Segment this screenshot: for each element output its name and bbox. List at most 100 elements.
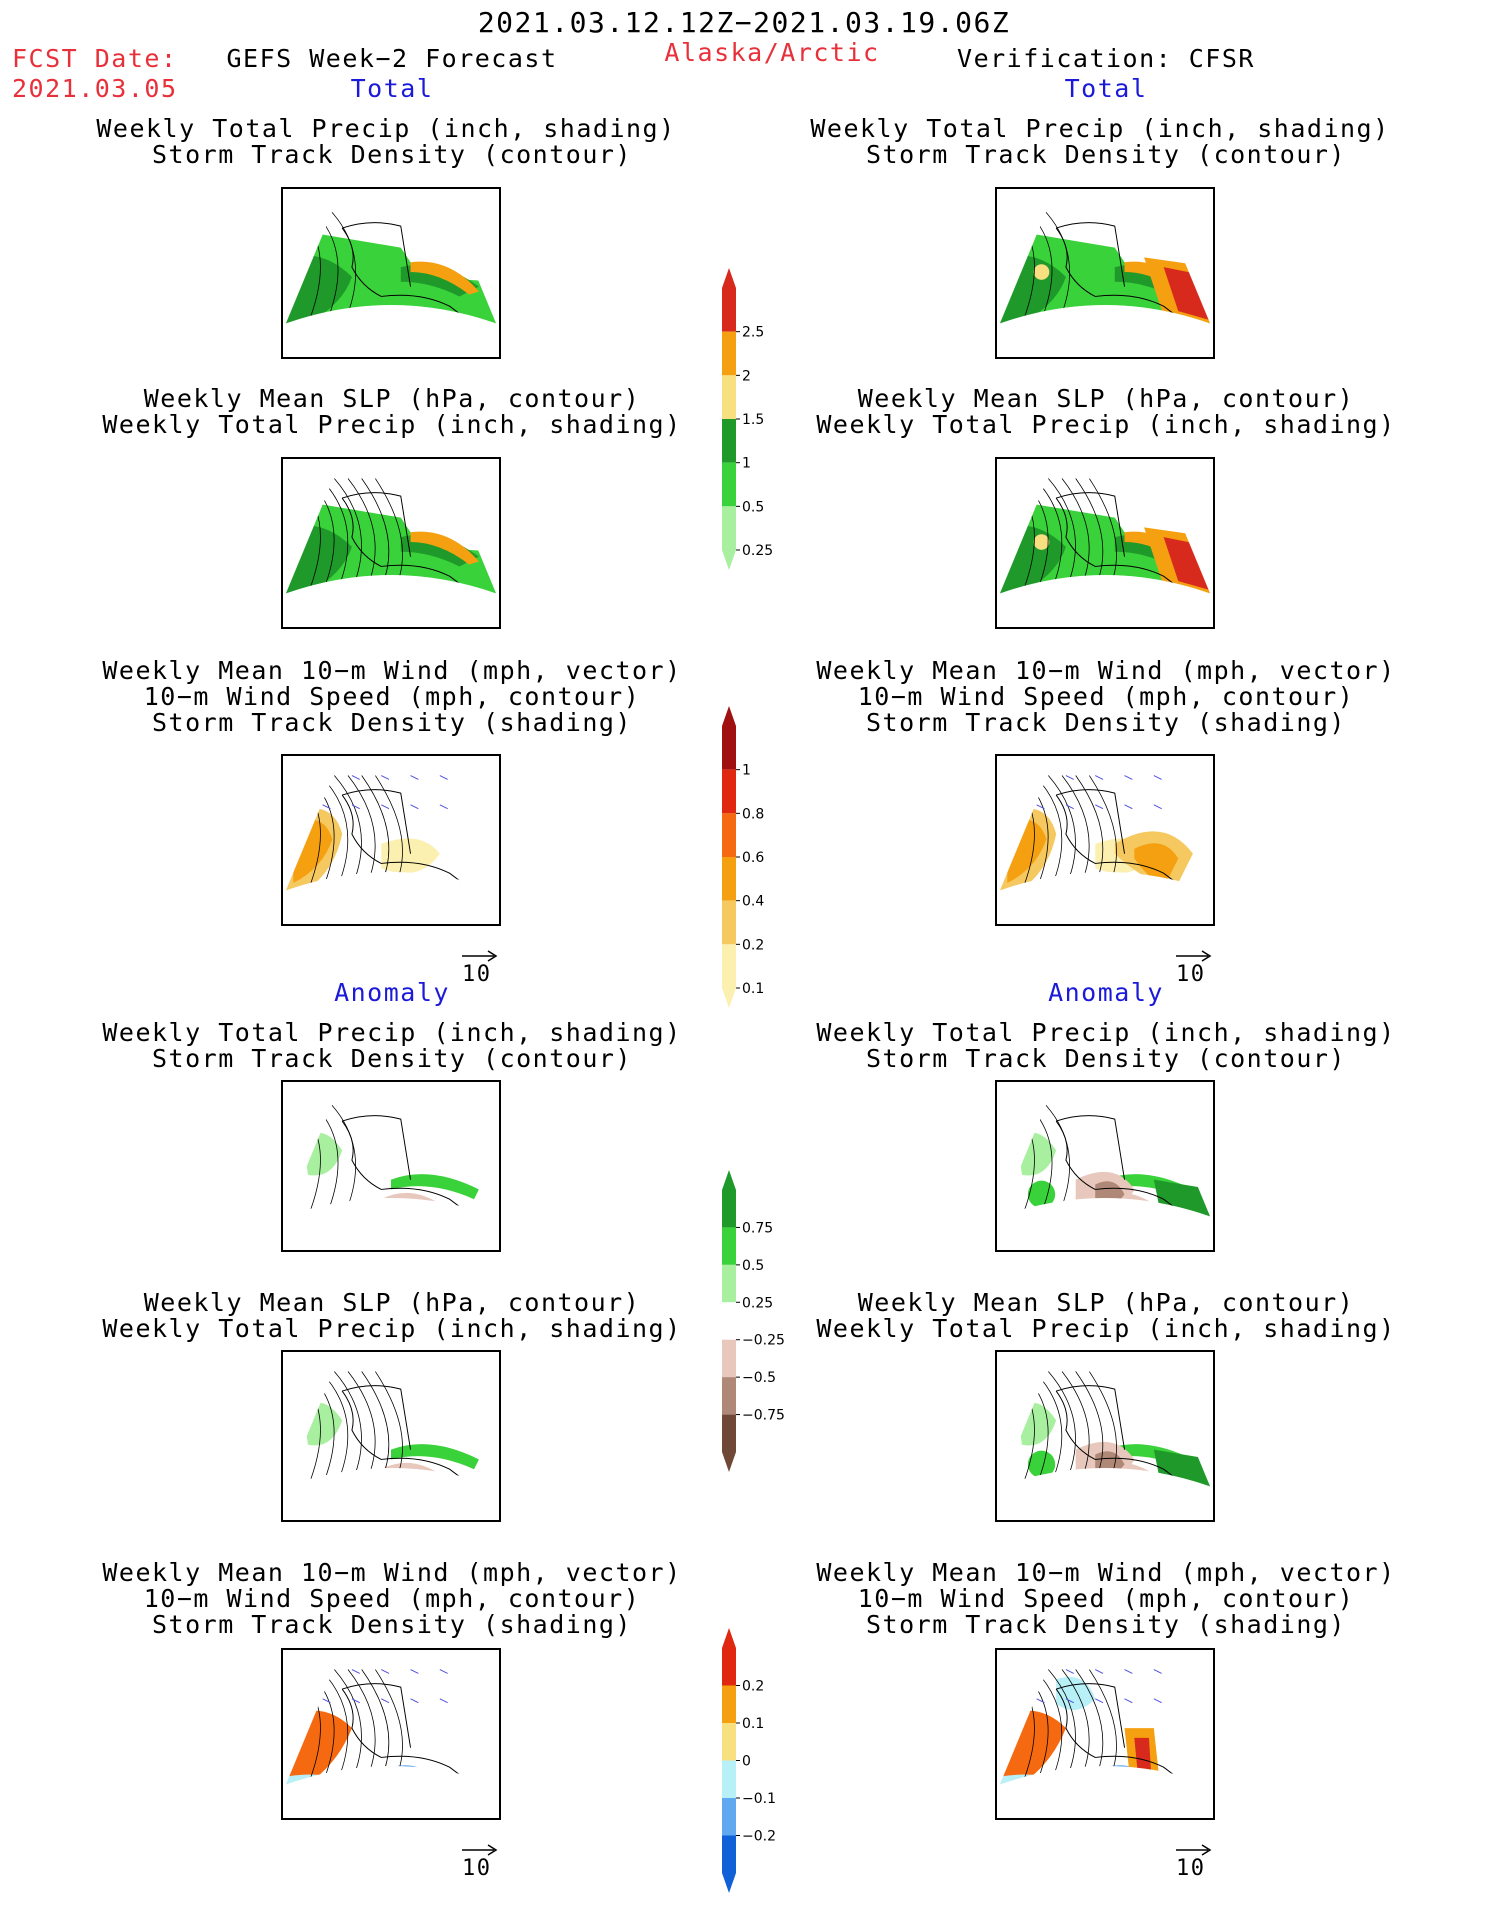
map-precip-track-fcst-total [281,187,501,359]
panel-title-line: Weekly Mean SLP (hPa, contour) [857,384,1355,413]
panel-title-line: Storm Track Density (contour) [866,1044,1346,1073]
region-title: Alaska/Arctic [664,38,880,67]
colorbar-swatch [722,462,736,507]
colorbar-tick-label: 0.25 [742,543,773,559]
colorbar-tick-label: 2 [742,368,751,384]
panel-title-line: Storm Track Density (contour) [866,140,1346,169]
panel-title-line: Weekly Mean 10−m Wind (mph, vector) [102,1558,682,1587]
colorbar-tick-label: 1.5 [742,412,764,428]
panel-title-line: Weekly Mean SLP (hPa, contour) [857,1288,1355,1317]
panel-title-line: Weekly Total Precip (inch, shading) [102,1018,682,1047]
vector-reference-arrow [460,1842,500,1861]
colorbar-precip-anomaly: 0.75 0.5 0.25 −0.25 −0.5 −0.75 [722,1170,802,1496]
panel-title-line: Weekly Total Precip (inch, shading) [102,410,682,439]
vector-reference-label: 10 [462,1856,492,1881]
panel-title-line: Weekly Mean 10−m Wind (mph, vector) [816,656,1396,685]
panel-title-line: Weekly Total Precip (inch, shading) [816,410,1396,439]
anomaly-label-left: Anomaly [334,978,450,1007]
colorbar-swatch [722,1264,736,1303]
vector-reference-label: 10 [1176,1856,1206,1881]
map-precip-track-fcst-anom [281,1080,501,1252]
colorbar-tick-label: 0.25 [742,1295,773,1311]
map-wind-track-verif-total [995,754,1215,926]
colorbar-precip-total: 2.5 2 1.5 1 0.5 0.25 [722,268,802,594]
colorbar-swatch [722,1723,736,1761]
colorbar-swatch [722,288,736,332]
colorbar-tick-label: 2.5 [742,325,764,341]
colorbar-bottom-triangle [722,1873,736,1893]
map-precip-track-verif-anom [995,1080,1215,1252]
colorbar-tick-label: 0 [742,1754,751,1770]
vector-reference-arrow [1174,948,1214,967]
panel-title-line: 10−m Wind Speed (mph, contour) [143,682,641,711]
verification-title: Verification: CFSR [957,44,1255,73]
colorbar-swatch [722,1377,736,1415]
panel-title-line: Weekly Mean SLP (hPa, contour) [143,1288,641,1317]
colorbar-swatch [722,506,736,550]
colorbar-top-triangle [722,706,736,726]
map-slp-precip-fcst-total [281,457,501,629]
colorbar-tick-label: −0.1 [742,1791,776,1807]
panel-title-line: Storm Track Density (shading) [866,708,1346,737]
colorbar-top-triangle [722,268,736,288]
colorbar-swatch [722,1760,736,1798]
vector-reference-label: 10 [462,962,492,987]
panel-title-line: Weekly Total Precip (inch, shading) [816,1018,1396,1047]
panel-title-line: Weekly Mean 10−m Wind (mph, vector) [816,1558,1396,1587]
panel-title-line: Weekly Total Precip (inch, shading) [816,1314,1396,1343]
fcst-date-value: 2021.03.05 [12,74,178,103]
colorbar-tick-label: −0.5 [742,1370,776,1386]
panel-title-line: Storm Track Density (shading) [866,1610,1346,1639]
colorbar-bottom-triangle [722,550,736,570]
colorbar-swatch [722,1648,736,1686]
colorbar-swatch [722,1190,736,1228]
panel-title-line: 10−m Wind Speed (mph, contour) [857,682,1355,711]
colorbar-tick-label: 0.75 [742,1220,773,1236]
colorbar-tick-label: 1 [742,456,751,472]
panel-title-line: Weekly Total Precip (inch, shading) [810,114,1390,143]
date-range-title: 2021.03.12.12Z−2021.03.19.06Z [477,6,1011,39]
colorbar-top-triangle [722,1170,736,1190]
colorbar-tick-label: 0.5 [742,1258,764,1274]
colorbar-swatch [722,769,736,814]
total-label-left: Total [350,74,434,103]
colorbar-tick-label: 0.5 [742,499,764,515]
colorbar-swatch [722,1835,736,1873]
colorbar-tick-label: 0.4 [742,894,764,910]
vector-reference-arrow [1174,1842,1214,1861]
colorbar-swatch [722,1339,736,1378]
anomaly-label-right: Anomaly [1048,978,1164,1007]
model-title: GEFS Week−2 Forecast [226,44,558,73]
total-label-right: Total [1064,74,1148,103]
colorbar-swatch [722,813,736,857]
map-wind-track-verif-anom [995,1648,1215,1820]
colorbar-bottom-triangle [722,1452,736,1472]
colorbar-swatch [722,331,736,376]
colorbar-tick-label: 0.1 [742,981,764,997]
vector-reference-arrow [460,948,500,967]
colorbar-tick-label: −0.2 [742,1829,776,1845]
colorbar-swatch [722,375,736,419]
panel-title-line: 10−m Wind Speed (mph, contour) [857,1584,1355,1613]
colorbar-swatch [722,1414,736,1452]
panel-title-line: Storm Track Density (shading) [152,708,632,737]
colorbar-tick-label: −0.75 [742,1408,785,1424]
colorbar-tick-label: −0.25 [742,1333,785,1349]
colorbar-tick-label: 0.1 [742,1716,764,1732]
colorbar-tick-label: 0.2 [742,1679,764,1695]
colorbar-swatch [722,1798,736,1836]
colorbar-tick-label: 1 [742,763,751,779]
panel-title-line: 10−m Wind Speed (mph, contour) [143,1584,641,1613]
colorbar-swatch [722,419,736,463]
colorbar-tick-label: 0.8 [742,806,764,822]
map-slp-precip-verif-anom [995,1350,1215,1522]
map-slp-precip-verif-total [995,457,1215,629]
colorbar-swatch [722,1685,736,1723]
colorbar-tick-label: 0.6 [742,850,764,866]
panel-title-line: Weekly Total Precip (inch, shading) [96,114,676,143]
fcst-date-label: FCST Date: [12,44,178,73]
vector-reference-label: 10 [1176,962,1206,987]
colorbar-swatch [722,900,736,945]
map-wind-track-fcst-total [281,754,501,926]
panel-title-line: Storm Track Density (contour) [152,1044,632,1073]
